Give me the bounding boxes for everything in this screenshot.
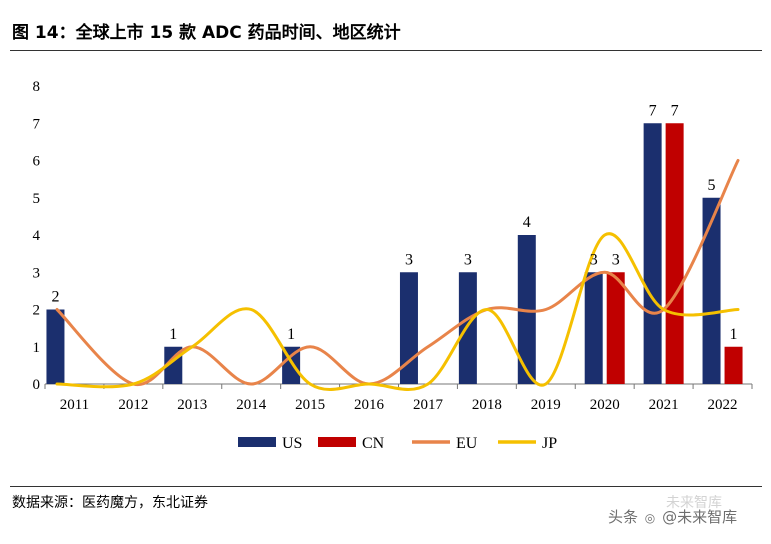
top-divider	[10, 50, 762, 51]
x-tick-label: 2018	[472, 397, 502, 413]
data-label-us: 3	[405, 251, 413, 268]
x-tick-label: 2019	[531, 397, 561, 413]
bar-us	[46, 309, 65, 384]
data-label-us: 3	[464, 251, 472, 268]
data-label-layer: 21 13 343 37 751	[51, 102, 737, 343]
series-line-jp	[55, 232, 740, 392]
data-label-cn: 3	[612, 251, 620, 268]
x-tick-label: 2016	[354, 397, 385, 413]
bar-us	[458, 272, 477, 384]
x-tick-label: 2012	[118, 397, 148, 413]
legend-label-us: US	[282, 435, 302, 452]
x-tick-label: 2011	[60, 397, 89, 413]
line-layer	[55, 159, 740, 392]
data-label-us: 7	[649, 102, 657, 119]
watermark-faint: 未来智库	[666, 495, 722, 511]
bar-us	[584, 272, 603, 384]
bar-us	[702, 197, 721, 384]
data-label-cn: 7	[671, 102, 679, 119]
y-tick-label: 2	[33, 303, 41, 319]
x-tick-label: 2015	[295, 397, 325, 413]
watermark-handle: @未来智库	[662, 508, 738, 526]
series-line-eu	[55, 159, 740, 386]
data-label-us: 1	[287, 326, 295, 343]
x-tick-label: 2013	[177, 397, 207, 413]
legend-label-cn: CN	[362, 435, 385, 452]
bar-us	[643, 123, 662, 384]
y-tick-label: 0	[33, 377, 41, 393]
bar-cn	[606, 272, 625, 384]
watermark: 头条 ◎ @未来智库 未来智库	[608, 495, 738, 527]
y-tick-label: 3	[33, 265, 41, 281]
wechat-icon: ◎	[644, 511, 656, 525]
data-label-us: 4	[523, 214, 531, 231]
y-tick-label: 7	[33, 116, 41, 132]
data-label-us: 1	[169, 326, 177, 343]
bottom-divider	[10, 486, 762, 487]
source-note: 数据来源：医药魔方，东北证券	[12, 495, 208, 511]
x-tick-label: 2022	[708, 397, 738, 413]
x-tick-label: 2021	[649, 397, 679, 413]
legend-label-jp: JP	[542, 435, 557, 452]
bar-cn	[724, 346, 743, 384]
page-title: 图 14：全球上市 15 款 ADC 药品时间、地区统计	[12, 23, 401, 43]
y-tick-label: 4	[33, 228, 41, 244]
bar-cn	[665, 123, 684, 384]
legend-swatch-cn	[318, 437, 356, 447]
y-tick-label: 1	[33, 340, 41, 356]
y-tick-label: 6	[33, 154, 41, 170]
legend-swatch-us	[238, 437, 276, 447]
watermark-prefix: 头条	[608, 508, 639, 526]
data-label-us: 3	[590, 251, 598, 268]
y-tick-label: 5	[33, 191, 41, 207]
x-tick-label: 2017	[413, 397, 444, 413]
data-label-cn: 1	[730, 326, 738, 343]
data-label-us: 5	[708, 177, 716, 194]
y-tick-label: 8	[33, 79, 41, 95]
bar-layer	[46, 123, 743, 384]
legend-label-eu: EU	[456, 435, 478, 452]
x-tick-label: 2014	[236, 397, 267, 413]
x-tick-label: 2020	[590, 397, 620, 413]
chart-legend: US CN EU JP	[238, 435, 557, 452]
data-label-us: 2	[51, 289, 59, 306]
